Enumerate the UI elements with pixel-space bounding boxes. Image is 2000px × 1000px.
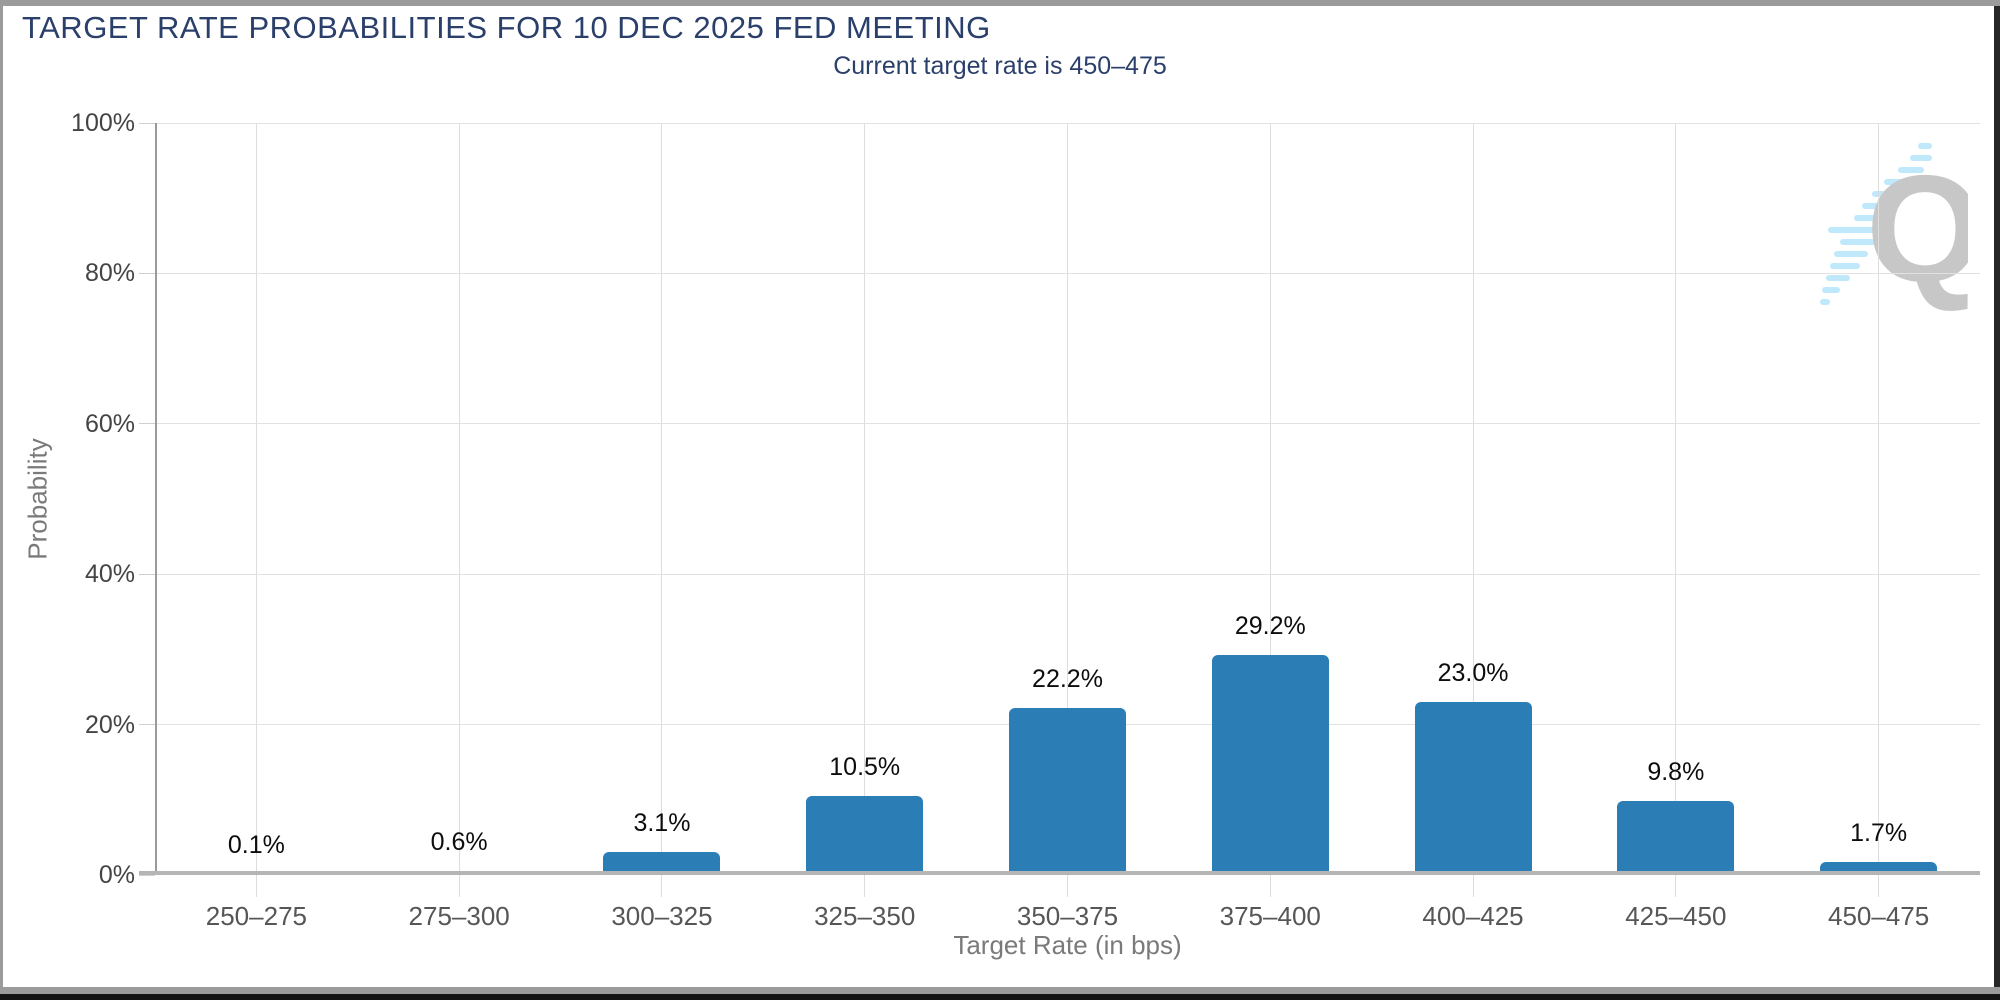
probability-bar (1009, 708, 1126, 875)
x-tick-label: 400–425 (1422, 901, 1524, 931)
y-tick-label: 60% (84, 409, 135, 438)
x-tick-label: 450–475 (1827, 901, 1930, 931)
x-gridline (458, 123, 460, 897)
bar-value-label: 1.7% (1850, 819, 1908, 848)
bar-value-label: 0.6% (430, 827, 488, 856)
svg-text:Q: Q (1866, 144, 1968, 314)
plot-area: Q 0% 20% 40% 60% 80% 100% 0.1% 250–275 0.6% 275–3… (71, 109, 1980, 931)
y-tick (139, 423, 155, 425)
probability-bar (603, 851, 721, 875)
y-tick-label: 80% (84, 259, 135, 288)
frame-border-top (0, 0, 2000, 6)
x-tick-label: 325–350 (814, 901, 916, 931)
probability-bar (806, 796, 924, 875)
quikstrike-logo-icon: Q (1820, 143, 1968, 314)
bar-value-label: 3.1% (633, 808, 691, 837)
chart-title: TARGET RATE PROBABILITIES FOR 10 DEC 202… (22, 10, 991, 45)
x-gridline (1472, 123, 1474, 897)
y-gridline (155, 272, 1980, 274)
bar-value-label: 22.2% (1032, 665, 1103, 694)
y-tick-label: 40% (84, 560, 135, 589)
bar-value-label: 10.5% (829, 753, 901, 782)
y-tick-label: 100% (71, 109, 135, 137)
x-tick-label: 350–375 (1016, 901, 1119, 931)
x-tick-label: 425–450 (1625, 901, 1727, 931)
y-tick (139, 724, 155, 726)
y-axis-line (155, 123, 157, 875)
x-tick-label: 375–400 (1219, 901, 1321, 931)
y-tick-label: 0% (98, 861, 135, 889)
probability-bar (1211, 655, 1329, 875)
x-axis-baseline (139, 871, 1980, 875)
y-tick (139, 272, 155, 274)
x-gridline (1269, 123, 1271, 897)
y-tick (139, 573, 155, 575)
y-axis-title: Probability (22, 438, 53, 560)
x-gridline (1067, 123, 1068, 897)
y-tick (139, 874, 155, 876)
x-gridline (661, 123, 663, 897)
x-tick-label: 300–325 (611, 901, 713, 931)
y-gridline (155, 122, 1980, 124)
y-tick (139, 122, 155, 124)
bar-value-label: 23.0% (1437, 659, 1509, 688)
probability-bar (1617, 801, 1735, 875)
x-tick-label: 250–275 (205, 901, 307, 931)
x-gridline (255, 123, 257, 897)
probability-bar (1414, 702, 1532, 875)
x-gridline (1675, 123, 1677, 897)
x-axis-title: Target Rate (in bps) (953, 930, 1182, 960)
chart-subtitle: Current target rate is 450–475 (833, 52, 1167, 80)
frame-border-bottom (0, 987, 2000, 994)
frame-border-right (1994, 6, 2000, 1000)
bar-value-label: 0.1% (227, 831, 285, 860)
x-gridline (1878, 123, 1880, 897)
bar-value-label: 29.2% (1234, 612, 1306, 641)
frame-border-left (0, 0, 3, 1000)
y-gridline (155, 423, 1980, 425)
x-tick-label: 275–300 (408, 901, 510, 931)
y-gridline (155, 573, 1980, 575)
bar-value-label: 9.8% (1647, 758, 1705, 787)
frame-border-bottom-edge (0, 994, 2000, 1000)
y-tick-label: 20% (84, 710, 135, 739)
x-gridline (864, 123, 866, 897)
